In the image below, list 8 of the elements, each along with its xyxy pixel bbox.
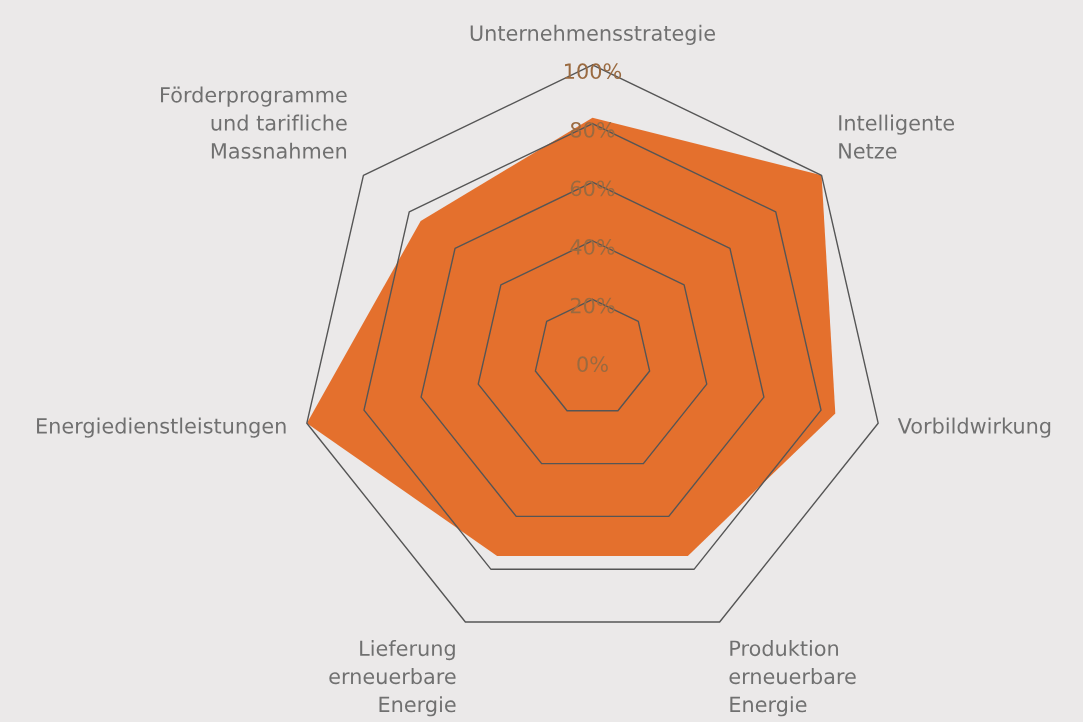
spoke-label: Unternehmensstrategie — [470, 24, 715, 45]
spoke-label: Energiedienstleistungen — [37, 417, 286, 438]
spoke-label: Lieferung erneuerbare Energie — [329, 640, 456, 717]
spoke-label: Förderprogramme und tarifliche Massnahmen — [161, 86, 347, 159]
spoke-label: Vorbildwirkung — [897, 417, 1051, 438]
y-tick-label: 0% — [577, 356, 608, 373]
spoke-label: Intelligente Netze — [839, 114, 955, 159]
spoke-label: Produktion erneuerbare Energie — [729, 640, 856, 717]
